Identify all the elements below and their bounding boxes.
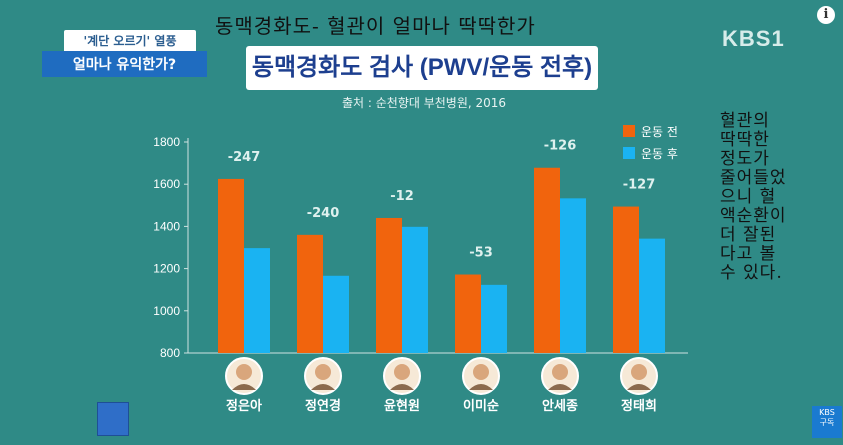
- y-tick-label: 1800: [153, 135, 180, 149]
- side-note-line: 다고 볼: [720, 244, 777, 264]
- legend-label: 운동 후: [641, 147, 678, 161]
- legend-swatch: [623, 125, 635, 137]
- data-label: -247: [228, 150, 261, 165]
- bar-before: [218, 178, 244, 353]
- side-note-line: 정도가: [720, 149, 770, 169]
- chart-source: 출처 : 순천향대 부천병원, 2016: [342, 96, 507, 110]
- avatar-face: [552, 364, 568, 380]
- bar-after: [402, 226, 428, 353]
- avatar-face: [394, 364, 410, 380]
- avatar-shoulders: [390, 384, 414, 390]
- x-tick-label: 안세종: [542, 398, 578, 414]
- channel-logo: KBS1: [722, 26, 785, 51]
- subscribe-badge-label: 구독: [819, 418, 835, 427]
- top-caption: 동맥경화도- 혈관이 얼마나 딱딱한가: [215, 14, 536, 38]
- program-banner-top: '계단 오르기' 열풍: [64, 30, 196, 51]
- bar-after: [481, 284, 507, 353]
- side-note-line: 더 잘된: [720, 225, 777, 245]
- side-note-line: 줄어들었: [720, 168, 787, 188]
- program-banner-bottom: 얼마나 유익한가?: [42, 51, 207, 77]
- avatar-face: [631, 364, 647, 380]
- info-icon[interactable]: i: [817, 6, 835, 24]
- avatar-shoulders: [469, 384, 493, 390]
- data-label: -53: [469, 246, 493, 261]
- subscribe-badge[interactable]: KBS 구독: [812, 406, 842, 438]
- y-tick-label: 1200: [153, 262, 180, 276]
- bar-before: [297, 234, 323, 353]
- side-note-line: 액순환이: [720, 206, 787, 226]
- avatar-shoulders: [627, 384, 651, 390]
- bar-before: [455, 274, 481, 353]
- avatar-face: [236, 364, 252, 380]
- data-label: -12: [390, 189, 414, 204]
- side-note-line: 수 있다.: [720, 263, 783, 283]
- program-banner: '계단 오르기' 열풍 얼마나 유익한가?: [42, 30, 207, 77]
- legend-label: 운동 전: [641, 125, 678, 139]
- subscribe-badge-logo: KBS: [819, 408, 835, 417]
- y-tick-label: 1000: [153, 304, 180, 318]
- y-tick-label: 1400: [153, 219, 180, 233]
- bar-after: [323, 275, 349, 353]
- x-tick-label: 윤현원: [384, 398, 420, 414]
- data-label: -126: [544, 139, 577, 154]
- bar-after: [639, 238, 665, 353]
- bar-after: [244, 248, 270, 353]
- x-tick-label: 정은아: [226, 398, 262, 414]
- avatar-face: [315, 364, 331, 380]
- chart-title: 동맥경화도 검사 (PWV/운동 전후): [246, 46, 598, 90]
- side-note-line: 혈관의: [720, 111, 770, 131]
- avatar-shoulders: [311, 384, 335, 390]
- side-note-line: 딱딱한: [720, 130, 770, 150]
- data-label: -240: [307, 206, 340, 221]
- side-note: 혈관의 딱딱한 정도가 줄어들었 으니 혈 액순환이 더 잘된 다고 볼 수 있…: [720, 112, 820, 283]
- side-note-line: 으니 혈: [720, 187, 777, 207]
- x-tick-label: 이미순: [463, 398, 499, 414]
- avatar-face: [473, 364, 489, 380]
- bar-after: [560, 198, 586, 353]
- x-tick-label: 정연경: [305, 398, 341, 414]
- data-label: -127: [623, 178, 656, 193]
- y-tick-label: 800: [160, 346, 180, 360]
- avatar-shoulders: [232, 384, 256, 390]
- x-tick-label: 정태희: [621, 398, 657, 414]
- y-tick-label: 1600: [153, 177, 180, 191]
- avatar-shoulders: [548, 384, 572, 390]
- bar-before: [534, 167, 560, 353]
- bar-before: [376, 217, 402, 353]
- legend-swatch: [623, 147, 635, 159]
- blue-overlay-box: [97, 402, 129, 436]
- bar-before: [613, 206, 639, 353]
